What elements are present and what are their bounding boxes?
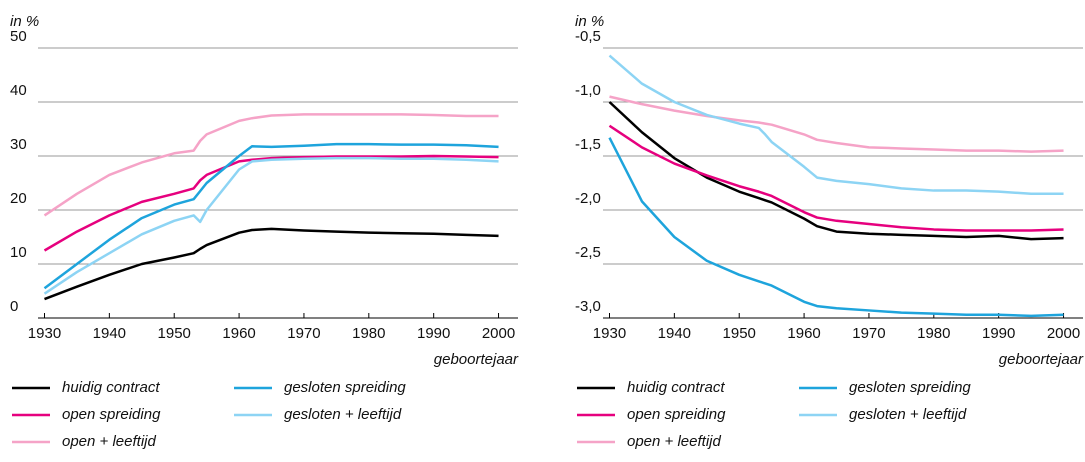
- x-tick-label: 1930: [28, 325, 61, 342]
- x-tick-label: 1970: [852, 325, 885, 342]
- y-tick-label: -2,5: [575, 244, 601, 261]
- series-line: [609, 95, 1064, 153]
- y-tick-label: 40: [10, 82, 27, 99]
- series-line: [44, 227, 499, 301]
- series-line: [608, 124, 1064, 232]
- x-tick-label: 1980: [917, 325, 950, 342]
- x-tick-label: 1930: [593, 325, 626, 342]
- series-line: [608, 101, 1064, 241]
- legend-label: huidig contract: [62, 379, 160, 396]
- x-tick-label: 2000: [1047, 325, 1080, 342]
- x-tick-label: 1980: [352, 325, 385, 342]
- y-tick-label: 30: [10, 136, 27, 153]
- legend-label: open + leeftijd: [62, 433, 156, 450]
- x-axis-label: geboortejaar: [434, 351, 519, 368]
- legend-label: huidig contract: [627, 379, 725, 396]
- y-tick-label: 10: [10, 244, 27, 261]
- y-axis-label: in %: [575, 13, 604, 30]
- y-tick-label: 0: [10, 298, 18, 315]
- y-tick-label: -1,5: [575, 136, 601, 153]
- series-line: [608, 137, 1064, 318]
- legend-label: gesloten spreiding: [849, 379, 971, 396]
- series-line: [43, 142, 499, 290]
- legend-label: gesloten spreiding: [284, 379, 406, 396]
- legend-label: gesloten + leeftijd: [284, 406, 402, 423]
- series-line: [43, 154, 499, 252]
- y-tick-label: 50: [10, 28, 27, 45]
- panel: in % 0 10 20 30 40 50 1930 1940 1950 1960 1970 1980 1…: [10, 13, 519, 450]
- y-tick-label: -2,0: [575, 190, 601, 207]
- legend-label: open + leeftijd: [627, 433, 721, 450]
- x-tick-label: 1990: [417, 325, 450, 342]
- panel: in % -3,0 -2,5 -2,0 -1,5 -1,0 -0,5 1930 1940 1950…: [575, 13, 1084, 450]
- legend-label: open spreiding: [62, 406, 161, 423]
- y-tick-label: -0,5: [575, 28, 601, 45]
- x-tick-label: 1960: [787, 325, 820, 342]
- x-tick-label: 2000: [482, 325, 515, 342]
- y-axis-label: in %: [10, 13, 39, 30]
- series-line: [43, 113, 499, 217]
- x-tick-label: 1970: [287, 325, 320, 342]
- x-tick-label: 1950: [723, 325, 756, 342]
- x-tick-label: 1990: [982, 325, 1015, 342]
- series-line: [608, 54, 1064, 196]
- legend-label: gesloten + leeftijd: [849, 406, 967, 423]
- y-tick-label: 20: [10, 190, 27, 207]
- series-line: [43, 156, 499, 295]
- y-tick-label: -3,0: [575, 298, 601, 315]
- x-axis-label: geboortejaar: [999, 351, 1084, 368]
- x-tick-label: 1940: [93, 325, 126, 342]
- y-tick-label: -1,0: [575, 82, 601, 99]
- x-tick-label: 1960: [222, 325, 255, 342]
- x-tick-label: 1950: [158, 325, 191, 342]
- x-tick-label: 1940: [658, 325, 691, 342]
- legend-label: open spreiding: [627, 406, 726, 423]
